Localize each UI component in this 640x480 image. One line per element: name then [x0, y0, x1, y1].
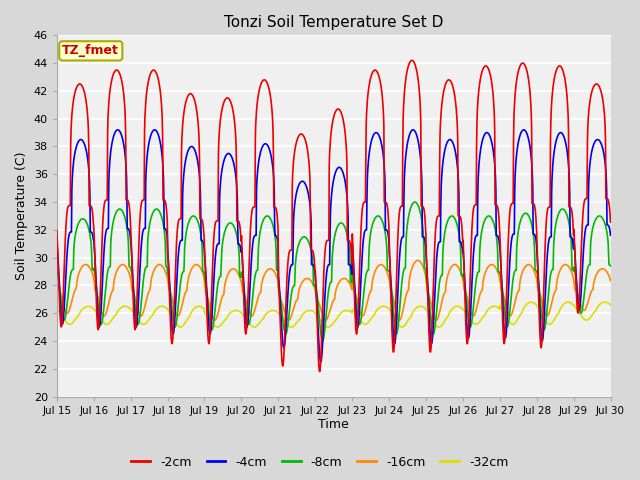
Title: Tonzi Soil Temperature Set D: Tonzi Soil Temperature Set D	[224, 15, 444, 30]
Text: TZ_fmet: TZ_fmet	[62, 44, 119, 58]
Y-axis label: Soil Temperature (C): Soil Temperature (C)	[15, 152, 28, 280]
Legend: -2cm, -4cm, -8cm, -16cm, -32cm: -2cm, -4cm, -8cm, -16cm, -32cm	[127, 451, 513, 474]
X-axis label: Time: Time	[318, 419, 349, 432]
